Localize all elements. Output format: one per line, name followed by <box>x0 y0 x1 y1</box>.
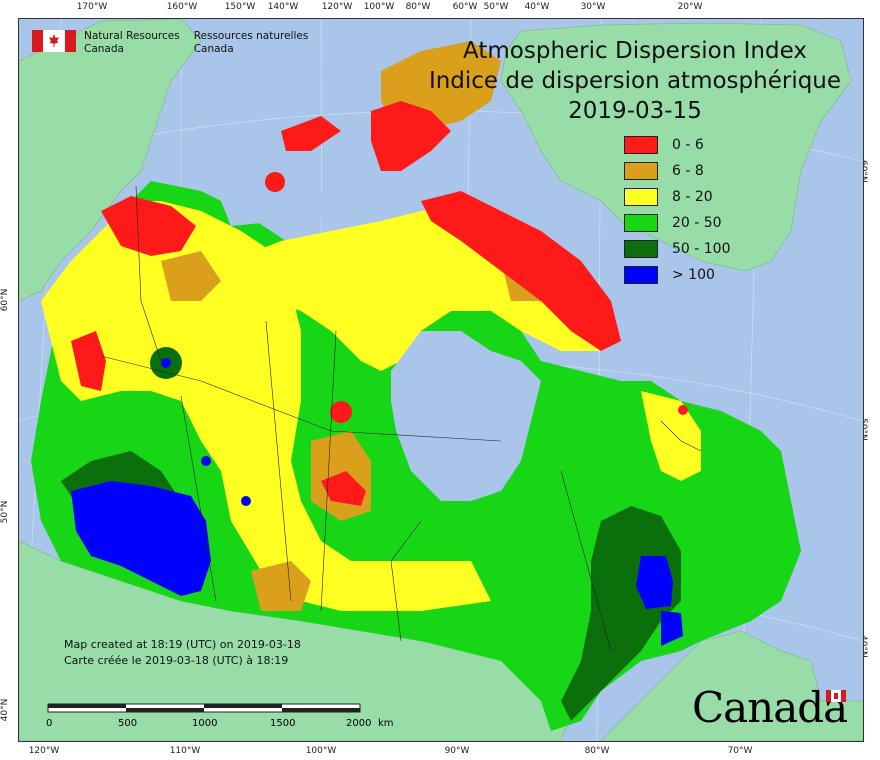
tick-label: 40°W <box>524 2 550 12</box>
tick-label: 170°W <box>76 2 108 12</box>
agency-english-line1: Natural Resources <box>84 30 180 42</box>
tick-label: 160°W <box>166 2 198 12</box>
credit-english: Map created at 18:19 (UTC) on 2019-03-18 <box>64 638 301 651</box>
index-zone-over-100 <box>636 556 683 646</box>
index-zone-over-100 <box>71 481 211 596</box>
legend-item: 8 - 20 <box>624 184 731 210</box>
index-zone-0-6 <box>265 172 285 192</box>
legend-label: 8 - 20 <box>672 189 713 205</box>
scale-bar: 0 500 1000 1500 2000 km <box>46 702 406 730</box>
provincial-boundaries <box>100 185 702 652</box>
tick-label: 20°W <box>677 2 703 12</box>
scale-label: 2000 <box>346 718 371 729</box>
tick-label: 50°N <box>0 500 10 524</box>
legend: 0 - 6 6 - 8 8 - 20 20 - 50 50 - 100 > 100 <box>624 132 731 288</box>
index-zone-0-6 <box>330 401 352 423</box>
scale-label: 0 <box>46 718 52 729</box>
tick-label: 30°W <box>580 2 606 12</box>
legend-swatch <box>624 214 658 232</box>
index-zone-0-6 <box>678 405 688 415</box>
tick-label: 40°N <box>0 698 10 722</box>
tick-label: 80°W <box>405 2 431 12</box>
tick-label: 140°W <box>267 2 299 12</box>
legend-item: 0 - 6 <box>624 132 731 158</box>
scale-bar-graphic: 0 500 1000 1500 2000 km <box>46 703 394 729</box>
legend-swatch <box>624 240 658 258</box>
index-zone-over-100 <box>241 496 251 506</box>
index-zone-over-100 <box>161 358 171 368</box>
agency-english-line2: Canada <box>84 43 124 55</box>
canada-flag-icon <box>32 30 76 52</box>
tick-label: 80°W <box>584 746 610 756</box>
legend-swatch <box>624 188 658 206</box>
index-zone-0-6 <box>101 196 196 256</box>
tick-label: 100°W <box>305 746 337 756</box>
agency-french-line2: Canada <box>193 43 234 55</box>
legend-swatch <box>624 162 658 180</box>
legend-swatch <box>624 266 658 284</box>
canada-wordmark: Canada <box>692 683 848 732</box>
scale-label: 1000 <box>192 718 217 729</box>
scale-label: 1500 <box>270 718 295 729</box>
tick-label: 50°W <box>483 2 509 12</box>
nrcan-signature: Natural Resources Canada Ressources natu… <box>32 30 308 56</box>
legend-label: 0 - 6 <box>672 137 704 153</box>
scale-unit: km <box>378 718 394 729</box>
map-credit: Map created at 18:19 (UTC) on 2019-03-18… <box>64 637 301 669</box>
tick-label: 110°W <box>169 746 201 756</box>
index-zone-0-6 <box>321 471 366 506</box>
arctic-channels <box>221 186 421 226</box>
tick-label: 90°W <box>444 746 470 756</box>
legend-label: 6 - 8 <box>672 163 704 179</box>
legend-label: 20 - 50 <box>672 215 722 231</box>
tick-label: 120°W <box>321 2 353 12</box>
map-title: Atmospheric Dispersion Index Indice de d… <box>410 36 860 126</box>
tick-label: 120°W <box>28 746 60 756</box>
legend-item: > 100 <box>624 262 731 288</box>
tick-label: 150°W <box>224 2 256 12</box>
greenland-landmass <box>500 22 852 272</box>
tick-label: 70°W <box>727 746 753 756</box>
title-date: 2019-03-15 <box>568 98 702 124</box>
tick-label: 100°W <box>363 2 395 12</box>
index-zone-0-6 <box>71 331 106 391</box>
tick-label: 60°W <box>452 2 478 12</box>
tick-label: 60°N <box>0 288 10 312</box>
canada-wordmark-flag-icon <box>826 690 846 702</box>
credit-french: Carte créée le 2019-03-18 (UTC) à 18:19 <box>64 654 289 667</box>
legend-swatch <box>624 136 658 154</box>
legend-item: 20 - 50 <box>624 210 731 236</box>
title-french: Indice de dispersion atmosphérique <box>428 68 842 94</box>
agency-english: Natural Resources Canada <box>84 30 180 56</box>
alaska-landmass <box>19 19 202 302</box>
index-zone-0-6 <box>281 101 451 171</box>
legend-label: 50 - 100 <box>672 241 731 257</box>
index-zone-6-8 <box>251 561 311 611</box>
hudson-bay <box>391 331 541 501</box>
index-zone-0-6 <box>421 191 621 351</box>
legend-label: > 100 <box>672 267 715 283</box>
map-canvas[interactable] <box>19 19 863 741</box>
scale-label: 500 <box>118 718 137 729</box>
index-zone-6-8 <box>161 251 221 301</box>
agency-french-line1: Ressources naturelles <box>193 30 309 42</box>
index-zone-over-100 <box>201 456 211 466</box>
legend-item: 6 - 8 <box>624 158 731 184</box>
title-english: Atmospheric Dispersion Index <box>463 38 807 64</box>
legend-item: 50 - 100 <box>624 236 731 262</box>
map-frame[interactable] <box>18 18 864 742</box>
agency-french: Ressources naturelles Canada <box>194 30 309 56</box>
